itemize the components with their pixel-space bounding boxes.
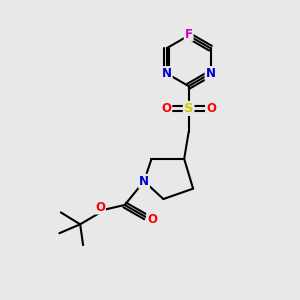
Text: F: F: [184, 28, 193, 40]
Text: O: O: [95, 201, 105, 214]
Text: O: O: [161, 102, 171, 115]
Text: O: O: [206, 102, 216, 115]
Text: N: N: [139, 175, 149, 188]
Text: O: O: [147, 213, 157, 226]
Text: S: S: [184, 102, 194, 115]
Text: N: N: [162, 67, 172, 80]
Text: N: N: [206, 67, 215, 80]
